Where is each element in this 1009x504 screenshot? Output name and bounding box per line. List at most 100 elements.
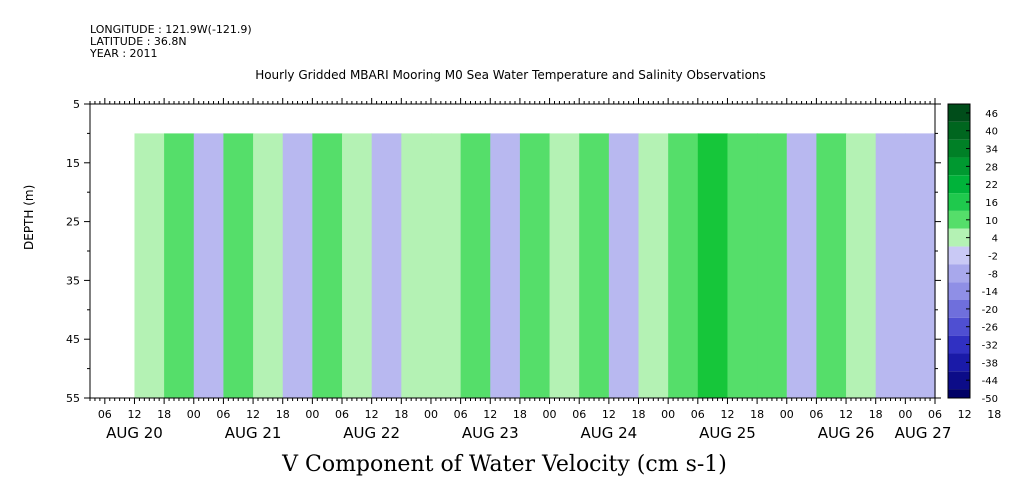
- chart-header-title-text: Hourly Gridded MBARI Mooring M0 Sea Wate…: [255, 68, 766, 82]
- colorbar-label: 22: [985, 180, 998, 191]
- colorbar-swatch: [948, 264, 970, 283]
- longitude-label: LONGITUDE : 121.9W(-121.9): [90, 23, 252, 36]
- heatmap-cell: [757, 133, 788, 398]
- x-hour-label: 12: [720, 408, 734, 421]
- colorbar-label: -38: [982, 358, 998, 369]
- x-day-label: AUG 25: [699, 424, 756, 442]
- x-hour-label: 18: [987, 408, 1001, 421]
- heatmap-cell: [668, 133, 699, 398]
- x-hour-label: 06: [928, 408, 942, 421]
- colorbar-swatch: [948, 353, 970, 372]
- heatmap-cell: [579, 133, 610, 398]
- heatmap-cell: [846, 133, 877, 398]
- x-hour-label: 06: [454, 408, 468, 421]
- x-day-label: AUG 22: [343, 424, 400, 442]
- colorbar-swatch: [948, 282, 970, 300]
- x-hour-label: 00: [661, 408, 675, 421]
- x-hour-label: 00: [898, 408, 912, 421]
- heatmap-cell: [401, 133, 432, 398]
- colorbar-label: -44: [982, 376, 998, 387]
- colorbar-swatch: [948, 210, 970, 229]
- x-hour-label: 06: [572, 408, 586, 421]
- colorbar-swatch: [948, 175, 970, 194]
- heatmap-cell: [875, 133, 906, 398]
- x-hour-label: 18: [869, 408, 883, 421]
- colorbar-label: 34: [985, 145, 998, 156]
- heatmap-cell: [193, 133, 225, 398]
- x-day-label: AUG 20: [106, 424, 163, 442]
- colorbar-swatch: [948, 228, 970, 247]
- year-label: YEAR : 2011: [90, 47, 158, 60]
- colorbar-label: 40: [985, 127, 998, 138]
- heatmap-cell: [638, 133, 669, 398]
- x-hour-label: 18: [632, 408, 646, 421]
- colorbar-swatch: [948, 193, 970, 211]
- colorbar-swatch: [948, 371, 970, 390]
- y-tick-label: 5: [73, 98, 80, 111]
- heatmap-cell: [549, 133, 580, 398]
- heatmap-cell: [223, 133, 254, 398]
- x-hour-label: 00: [305, 408, 319, 421]
- heatmap-cell: [816, 133, 847, 398]
- x-hour-label: 06: [691, 408, 705, 421]
- chart-header-title: Hourly Gridded MBARI Mooring M0 Sea Wate…: [0, 68, 1009, 82]
- heatmap-cell: [253, 133, 284, 398]
- colorbar-label: 4: [992, 234, 998, 245]
- colorbar-label: 28: [985, 162, 998, 173]
- heatmap-cell: [697, 133, 729, 398]
- x-day-label: AUG 27: [895, 424, 952, 442]
- heatmap-cell: [430, 133, 462, 398]
- x-day-label: AUG 24: [581, 424, 638, 442]
- colorbar-swatch: [948, 335, 970, 354]
- x-hour-label: 12: [127, 408, 141, 421]
- colorbar-swatch: [948, 389, 970, 398]
- x-hour-label: 00: [780, 408, 794, 421]
- x-hour-label: 00: [187, 408, 201, 421]
- x-hour-label: 18: [513, 408, 527, 421]
- x-hour-label: 12: [483, 408, 497, 421]
- x-hour-label: 18: [394, 408, 408, 421]
- x-hour-label: 06: [98, 408, 112, 421]
- colorbar-frame: [947, 103, 971, 399]
- heatmap-cell: [371, 133, 402, 398]
- heatmap-cell: [727, 133, 758, 398]
- heatmap-cell: [608, 133, 640, 398]
- colorbar-swatch: [948, 246, 970, 265]
- colorbar-swatch: [948, 104, 970, 122]
- mooring-metadata: LONGITUDE : 121.9W(-121.9) LATITUDE : 36…: [90, 24, 252, 60]
- x-day-label: AUG 21: [225, 424, 282, 442]
- heatmap-cell: [490, 133, 521, 398]
- y-tick-label: 25: [66, 216, 80, 229]
- heatmap-cell: [519, 133, 551, 398]
- chart-title: V Component of Water Velocity (cm s-1): [282, 452, 727, 477]
- x-hour-label: 12: [365, 408, 379, 421]
- heatmap-cell: [342, 133, 373, 398]
- x-hour-label: 12: [958, 408, 972, 421]
- colorbar-label: 10: [985, 216, 998, 227]
- colorbar-swatch: [948, 157, 970, 176]
- colorbar-label: -14: [982, 287, 998, 298]
- colorbar-label: -50: [982, 394, 998, 405]
- y-tick-label: 35: [66, 274, 80, 287]
- y-tick-label: 45: [66, 333, 80, 346]
- x-hour-label: 12: [839, 408, 853, 421]
- x-hour-label: 18: [157, 408, 171, 421]
- x-hour-label: 00: [424, 408, 438, 421]
- colorbar-label: -32: [982, 341, 998, 352]
- heatmap-cell: [282, 133, 313, 398]
- latitude-label: LATITUDE : 36.8N: [90, 35, 187, 48]
- x-hour-label: 18: [276, 408, 290, 421]
- x-hour-label: 00: [543, 408, 557, 421]
- x-hour-label: 18: [750, 408, 764, 421]
- x-hour-label: 12: [246, 408, 260, 421]
- y-tick-label: 15: [66, 157, 80, 170]
- colorbar-label: 46: [985, 109, 998, 120]
- colorbar-label: -26: [982, 323, 998, 334]
- y-tick-label: 55: [66, 392, 80, 405]
- x-hour-label: 12: [602, 408, 616, 421]
- heatmap-cell: [164, 133, 195, 398]
- colorbar-label: -2: [988, 251, 998, 262]
- colorbar-label: 16: [985, 198, 998, 209]
- x-hour-label: 06: [335, 408, 349, 421]
